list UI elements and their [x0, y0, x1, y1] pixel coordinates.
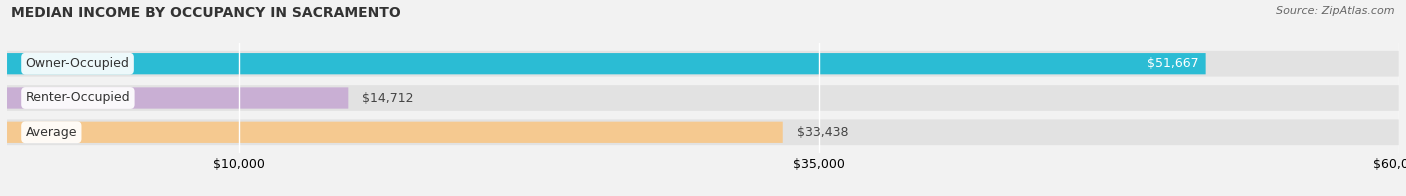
Text: $14,712: $14,712 [363, 92, 413, 104]
FancyBboxPatch shape [7, 119, 1399, 145]
Text: $33,438: $33,438 [797, 126, 848, 139]
FancyBboxPatch shape [7, 85, 1399, 111]
FancyBboxPatch shape [7, 51, 1399, 77]
Text: Renter-Occupied: Renter-Occupied [25, 92, 131, 104]
Text: Owner-Occupied: Owner-Occupied [25, 57, 129, 70]
Text: Source: ZipAtlas.com: Source: ZipAtlas.com [1277, 6, 1395, 16]
Text: $51,667: $51,667 [1147, 57, 1199, 70]
FancyBboxPatch shape [7, 87, 349, 109]
FancyBboxPatch shape [7, 122, 783, 143]
Text: MEDIAN INCOME BY OCCUPANCY IN SACRAMENTO: MEDIAN INCOME BY OCCUPANCY IN SACRAMENTO [11, 6, 401, 20]
Text: Average: Average [25, 126, 77, 139]
FancyBboxPatch shape [7, 53, 1206, 74]
